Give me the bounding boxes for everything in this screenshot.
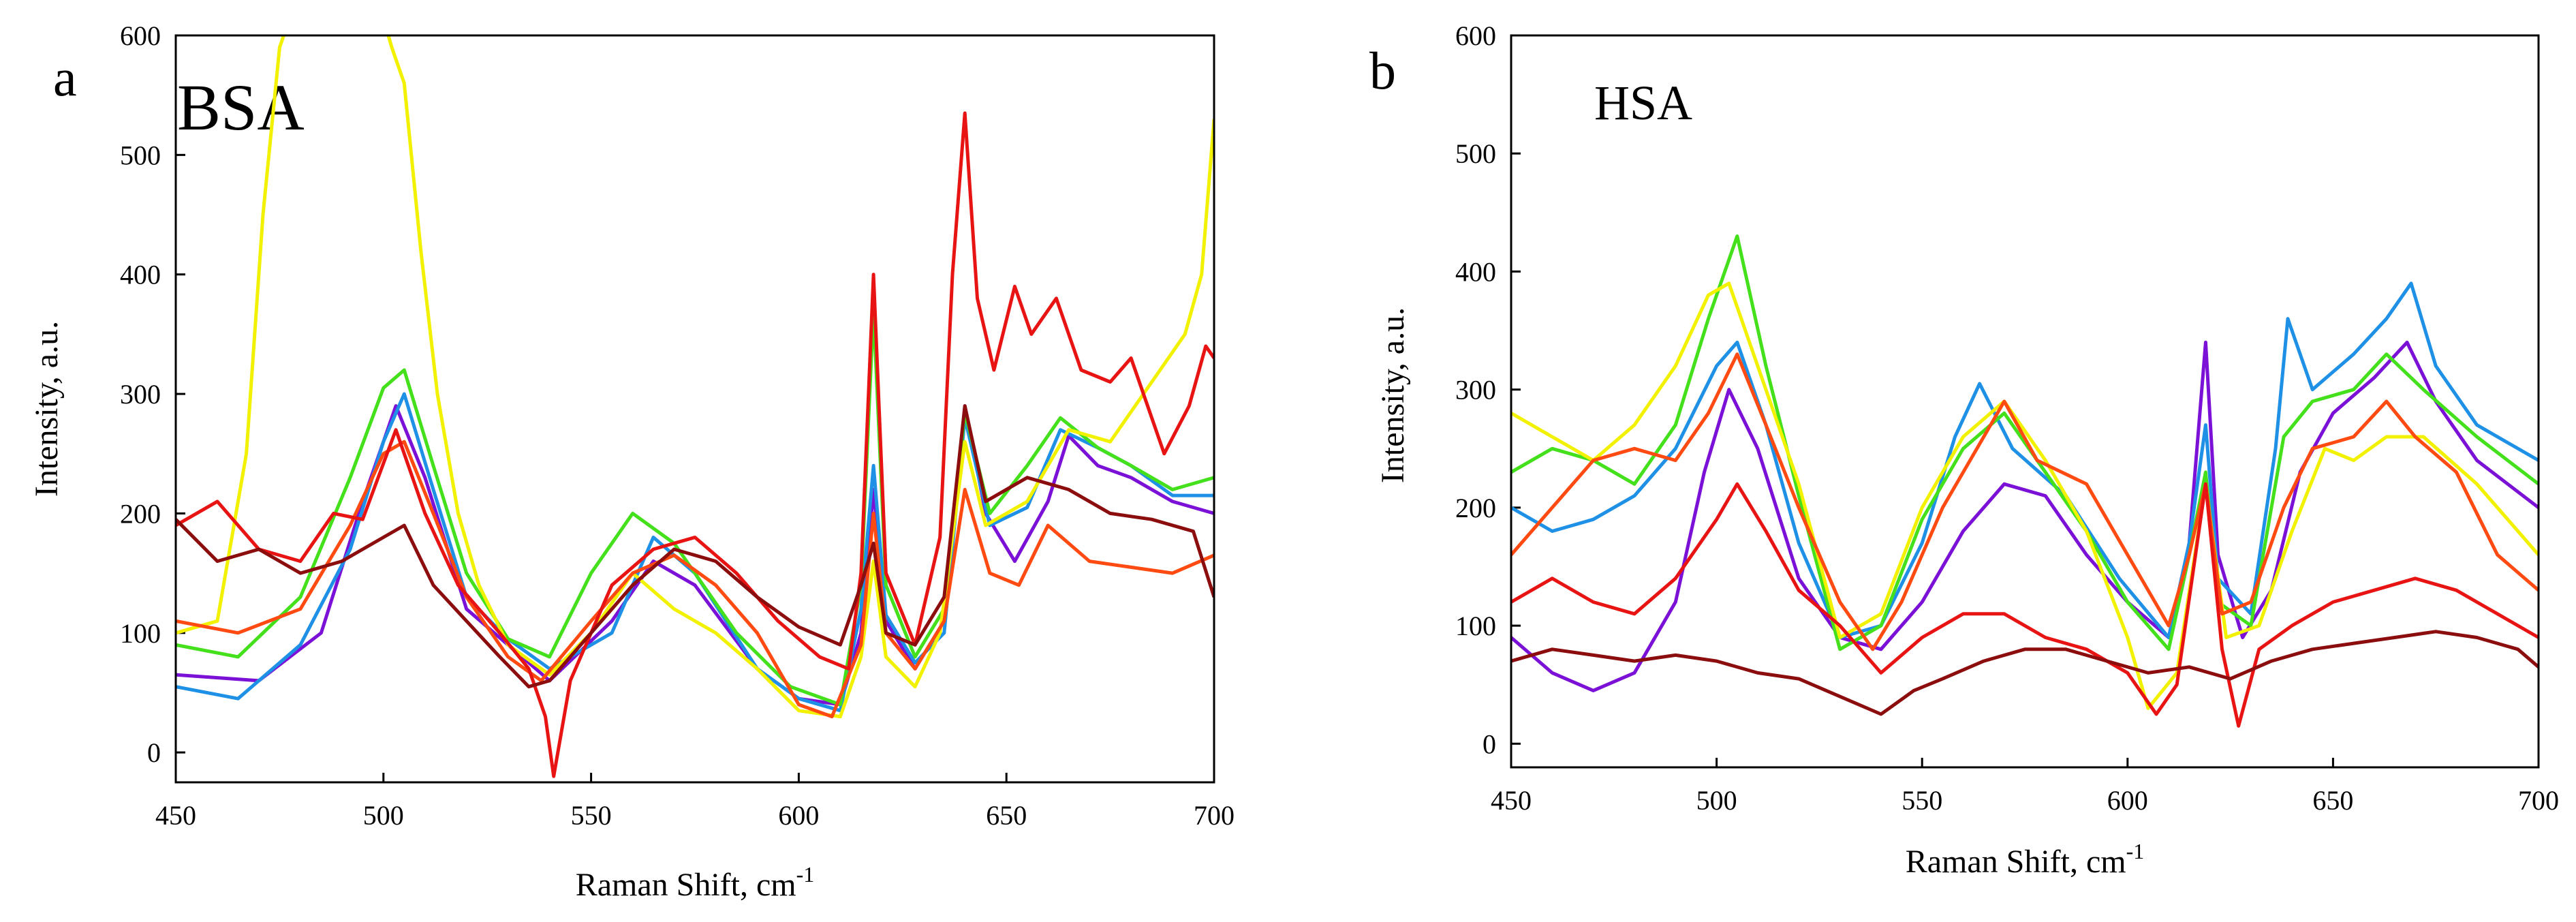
panel-a-y-tick-label: 500: [120, 140, 161, 170]
panel-b-y-tick-label: 400: [1455, 256, 1496, 287]
panel-a-series-line-4: [176, 35, 1214, 719]
panel-b-series-line-5: [1511, 352, 2539, 651]
panel-a-x-axis-title-main: Raman Shift, cm: [576, 867, 796, 903]
panel-b-y-tick-label: 300: [1455, 375, 1496, 405]
panel-b-series-line-4: [1511, 281, 2539, 710]
panel-b-y-tick-label: 100: [1455, 611, 1496, 641]
panel-a-y-tick-label: 0: [147, 737, 161, 768]
panel-a-x-axis-title-sup: -1: [796, 862, 815, 887]
panel-b-y-tick-label: 500: [1455, 138, 1496, 169]
panel-a-x-tick-label: 700: [1194, 800, 1235, 831]
panel-b-series-group: [1511, 234, 2539, 728]
panel-b-series-line-6: [1511, 482, 2539, 728]
panel-a-y-tick-label: 600: [120, 20, 161, 51]
panel-b-y-tick-label: 200: [1455, 493, 1496, 523]
panel-a-y-tick-label: 200: [120, 498, 161, 529]
panel-a-series-line-6: [176, 111, 1214, 778]
panel-b-series-line-1: [1511, 340, 2539, 692]
panel-a-x-axis-title: Raman Shift, cm-1: [576, 862, 815, 903]
panel-a-chart: a BSA 450 500 550 600 650 700 0 100 200 300 400 500…: [29, 20, 1235, 903]
panel-a-x-tick-label: 500: [363, 800, 404, 831]
panel-a-ticks: 450 500 550 600 650 700 0 100 200 300 400 500 600: [120, 20, 1235, 831]
panel-a-y-axis-title: Intensity, a.u.: [29, 321, 65, 497]
panel-a-letter: a: [53, 48, 77, 107]
panel-b-ticks: 450 500 550 600 650 700 0 100 200 300 400 500 600: [1455, 20, 2559, 816]
panel-b-x-tick-label: 600: [2107, 785, 2148, 816]
panel-a-axes-frame: [174, 34, 1215, 784]
panel-a-series-group: [176, 35, 1214, 778]
panel-b-y-tick-label: 600: [1455, 20, 1496, 51]
panel-a-series-line-3: [176, 308, 1214, 707]
panel-a-y-tick-label: 100: [120, 618, 161, 649]
panel-a-x-tick-label: 650: [986, 800, 1027, 831]
panel-b-series-line-7: [1511, 630, 2539, 716]
panel-a-inset-label: BSA: [177, 71, 305, 144]
panel-b-x-tick-label: 700: [2518, 785, 2559, 816]
panel-b-x-tick-label: 500: [1696, 785, 1737, 816]
panel-b-series-line-3: [1511, 234, 2539, 651]
panel-b-x-axis-title-main: Raman Shift, cm: [1906, 844, 2126, 880]
panel-a-x-tick-label: 600: [778, 800, 819, 831]
panel-b-inset-label: HSA: [1594, 76, 1692, 130]
panel-b-x-axis-title: Raman Shift, cm-1: [1906, 839, 2145, 880]
panel-a-x-tick-label: 550: [571, 800, 612, 831]
panel-b-y-tick-label: 0: [1483, 728, 1496, 759]
panel-a-x-tick-label: 450: [155, 800, 196, 831]
panel-b-letter: b: [1369, 41, 1396, 100]
panel-b-x-tick-label: 650: [2312, 785, 2353, 816]
panel-a-y-tick-label: 400: [120, 260, 161, 290]
panel-a-series-line-7: [176, 404, 1214, 689]
panel-b-x-axis-title-sup: -1: [2126, 839, 2145, 863]
panel-a-y-tick-label: 300: [120, 379, 161, 410]
panel-b-axes-frame: [1510, 34, 2540, 769]
panel-b-chart: b HSA 450 500 550 600 650 700 0 100 200 300 400 500…: [1369, 20, 2559, 880]
panel-b-x-tick-label: 450: [1491, 785, 1532, 816]
panel-b-y-axis-title: Intensity, a.u.: [1375, 307, 1411, 483]
panel-b-x-tick-label: 550: [1902, 785, 1942, 816]
